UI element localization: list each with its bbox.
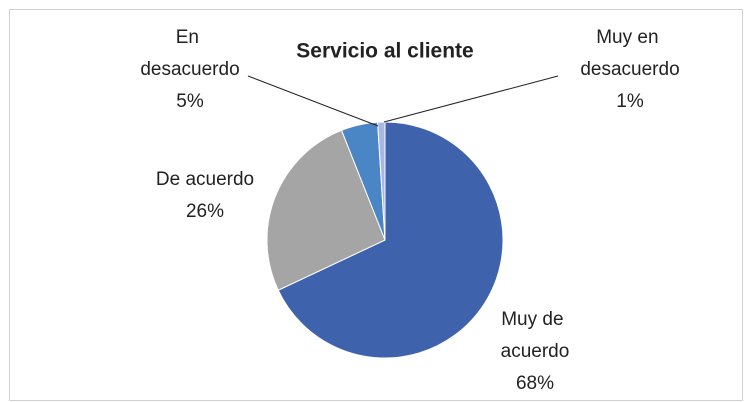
- leader-line: [383, 75, 559, 123]
- data-label-name: De acuerdo: [156, 169, 254, 190]
- data-label-value: 1%: [616, 91, 644, 112]
- chart-title: Servicio al cliente: [296, 40, 473, 63]
- data-label-value: 5%: [176, 91, 204, 112]
- data-label-value: 68%: [516, 373, 554, 394]
- pie-slice: [266, 129, 386, 291]
- pie-slice: [277, 121, 504, 359]
- data-label-name: Muy en desacuerdo: [580, 27, 679, 80]
- data-label-name: En desacuerdo: [140, 27, 239, 80]
- data-label-name: Muy de acuerdo: [501, 309, 570, 362]
- leader-line: [247, 75, 379, 127]
- data-label-value: 26%: [186, 201, 224, 222]
